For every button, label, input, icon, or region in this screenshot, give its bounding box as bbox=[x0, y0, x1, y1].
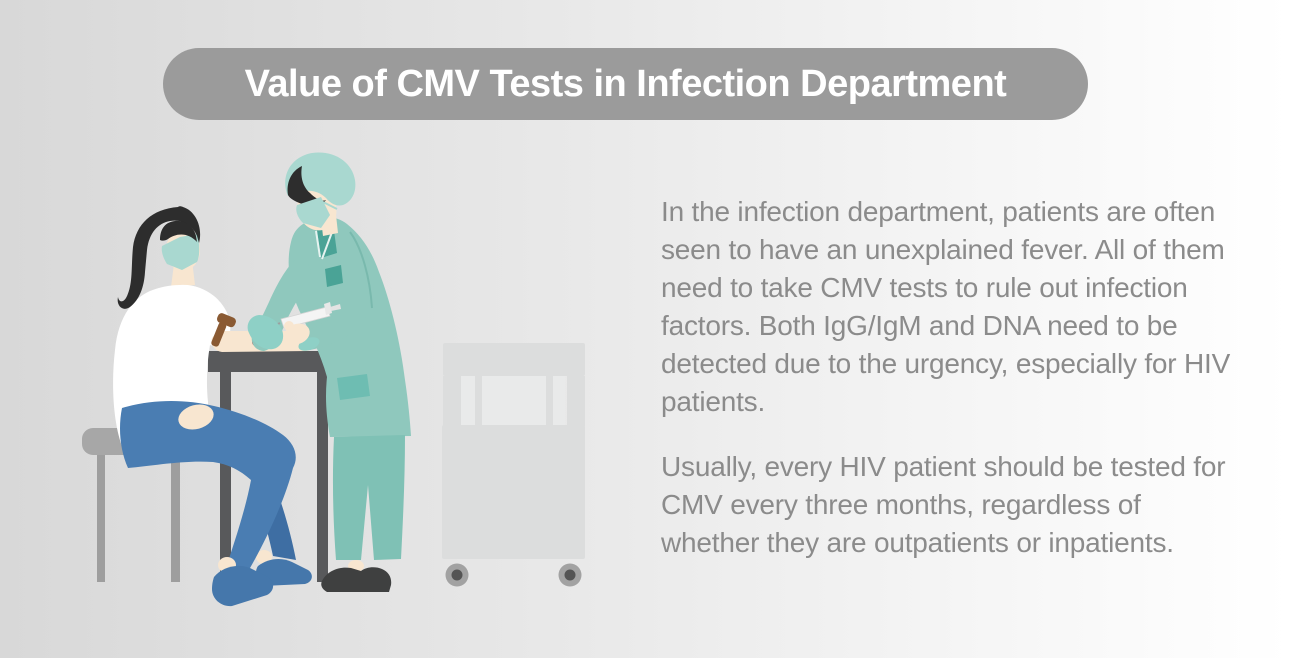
nurse-face-mask bbox=[296, 197, 330, 228]
cart-top-shelf bbox=[443, 343, 585, 376]
page-title: Value of CMV Tests in Infection Departme… bbox=[244, 62, 1007, 105]
patient-figure bbox=[113, 206, 313, 607]
patient-face-mask bbox=[161, 234, 200, 270]
patient-far-ankle bbox=[256, 550, 272, 564]
patient-shoe bbox=[212, 565, 274, 607]
cart-wheel-right bbox=[558, 563, 582, 587]
syringe-barrel bbox=[280, 306, 331, 329]
nurse-shoes bbox=[321, 567, 392, 592]
tourniquet bbox=[211, 313, 236, 347]
paragraph-cmv-tests: In the infection department, patients ar… bbox=[661, 196, 1231, 417]
text-column: In the infection department, patients ar… bbox=[661, 193, 1246, 562]
mask-strap bbox=[322, 201, 338, 210]
title-banner: Value of CMV Tests in Infection Departme… bbox=[163, 48, 1088, 120]
patient-hair-fringe bbox=[160, 220, 197, 242]
nurse-hair bbox=[287, 166, 326, 207]
nurse-thumb bbox=[284, 321, 294, 331]
syringe-flange bbox=[324, 302, 332, 315]
medical-cart bbox=[442, 343, 585, 587]
nurse-chest-pocket bbox=[325, 265, 343, 287]
cart-body bbox=[442, 425, 585, 559]
lapel-trim-left bbox=[315, 230, 321, 258]
paragraph-hiv-schedule: Usually, every HIV patient should be tes… bbox=[661, 451, 1226, 558]
syringe-plunger bbox=[330, 304, 341, 311]
patient-hair bbox=[117, 206, 201, 309]
nurse-right-arm bbox=[302, 286, 370, 350]
nurse-hip-pocket bbox=[337, 374, 370, 400]
patient-jeans bbox=[120, 400, 296, 571]
nurse-cap bbox=[285, 152, 356, 206]
nurse-left-glove bbox=[247, 315, 284, 350]
patient-hand-on-knee bbox=[178, 404, 214, 430]
nurse-pants bbox=[332, 435, 405, 560]
cart-wheel-left bbox=[445, 563, 469, 587]
sleeve-seam bbox=[349, 231, 373, 309]
nurse-figure bbox=[247, 152, 411, 592]
table bbox=[208, 351, 340, 582]
